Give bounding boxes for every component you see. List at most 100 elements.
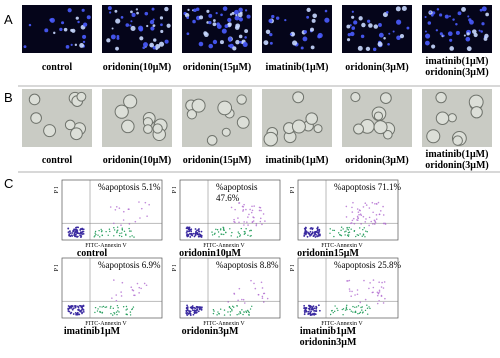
caption: oridonin(3μM) <box>345 155 408 166</box>
cell <box>470 106 483 119</box>
event <box>216 229 219 231</box>
event <box>348 288 351 290</box>
event <box>196 309 198 312</box>
event <box>331 309 333 312</box>
event <box>77 306 80 309</box>
nucleus <box>142 46 146 50</box>
event <box>109 206 112 208</box>
event <box>238 313 240 315</box>
event <box>365 218 367 220</box>
event <box>329 232 331 234</box>
event <box>368 287 370 290</box>
event <box>337 309 339 312</box>
event <box>192 232 195 235</box>
event <box>316 227 319 230</box>
event <box>121 227 123 229</box>
nucleus <box>227 22 232 27</box>
event <box>382 205 384 208</box>
event <box>311 231 314 234</box>
event <box>94 306 97 309</box>
event <box>191 234 194 237</box>
event <box>77 226 80 229</box>
x-axis-label: FITC-Annexin V <box>85 321 127 327</box>
event <box>130 230 132 232</box>
cell <box>291 119 306 134</box>
cell <box>263 131 278 147</box>
event <box>234 208 236 211</box>
event <box>193 235 196 238</box>
event <box>250 211 253 214</box>
event <box>356 293 359 296</box>
event <box>246 221 248 223</box>
cell <box>70 127 83 141</box>
nucleus <box>244 9 248 12</box>
event <box>121 228 123 231</box>
event <box>81 312 83 315</box>
event <box>346 304 348 307</box>
event <box>223 229 225 232</box>
event <box>318 234 321 237</box>
event <box>191 233 194 235</box>
nucleus <box>449 46 455 51</box>
event <box>354 306 356 308</box>
apoptosis-label: %apoptosis 5.1% <box>98 182 161 192</box>
event <box>366 313 369 315</box>
event <box>222 228 225 230</box>
nucleus <box>448 15 451 18</box>
event <box>130 286 133 289</box>
event <box>109 307 112 309</box>
event <box>315 233 317 236</box>
nucleus <box>386 11 389 14</box>
event <box>144 201 147 204</box>
event <box>70 305 73 308</box>
nucleus <box>310 27 315 32</box>
nucleus <box>430 13 434 17</box>
nucleus <box>455 30 460 35</box>
event <box>93 236 95 238</box>
event <box>368 216 371 219</box>
nucleus <box>115 46 119 51</box>
event <box>372 286 375 289</box>
event <box>375 218 378 220</box>
event <box>333 310 336 313</box>
nucleus <box>463 34 466 37</box>
caption: oridonin15μM <box>297 248 359 259</box>
event <box>99 306 101 308</box>
event <box>227 301 230 303</box>
event <box>370 220 373 223</box>
event <box>129 236 131 238</box>
event <box>253 205 255 207</box>
nucleus <box>246 14 251 19</box>
event <box>378 291 381 293</box>
event <box>238 287 241 290</box>
event <box>317 233 320 235</box>
event <box>143 282 146 285</box>
event <box>362 228 364 231</box>
event <box>198 308 201 311</box>
event <box>223 314 226 316</box>
event <box>329 313 332 316</box>
event <box>72 313 75 315</box>
event <box>217 231 220 233</box>
event <box>68 233 71 236</box>
event <box>371 201 374 204</box>
event <box>139 217 141 219</box>
event <box>113 227 115 229</box>
nucleus <box>150 26 155 31</box>
event <box>110 305 112 308</box>
event <box>96 310 99 312</box>
event <box>249 230 251 232</box>
event <box>225 231 227 234</box>
event <box>303 227 306 230</box>
event <box>345 230 347 232</box>
nucleus <box>130 20 133 23</box>
nucleus <box>361 22 366 28</box>
event <box>346 226 348 229</box>
event <box>356 289 359 291</box>
event <box>246 309 249 312</box>
event <box>213 233 216 235</box>
cell <box>236 94 247 105</box>
event <box>364 236 366 238</box>
event <box>185 310 188 313</box>
event <box>138 292 140 294</box>
